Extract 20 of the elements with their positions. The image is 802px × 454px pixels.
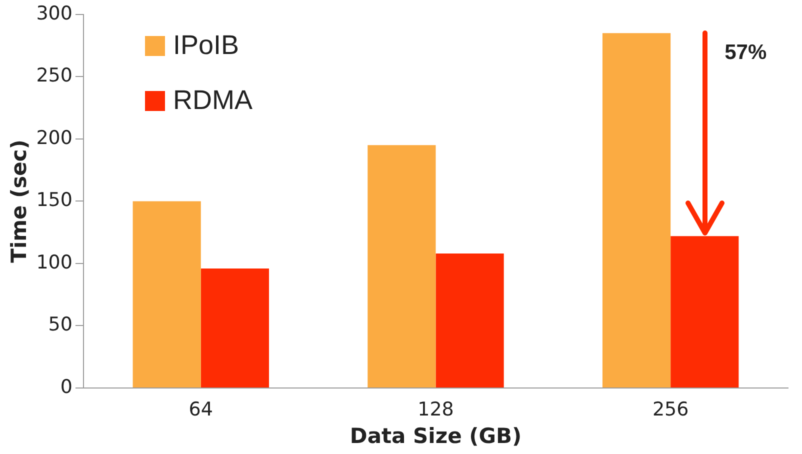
bar (368, 145, 436, 388)
y-tick-label: 300 (36, 2, 72, 24)
y-tick-label: 0 (60, 376, 72, 398)
bar (200, 268, 269, 388)
bar (132, 201, 201, 388)
y-tick-label: 250 (36, 64, 72, 87)
y-tick-label: 150 (36, 189, 72, 212)
bar (602, 33, 671, 388)
legend-label: RDMA (173, 85, 252, 116)
x-axis-title: Data Size (GB) (350, 424, 522, 448)
x-tick-label: 128 (418, 398, 454, 420)
legend-label: IPoIB (173, 30, 240, 61)
x-tick-label: 64 (188, 398, 213, 420)
annotation: 57% (724, 40, 767, 64)
y-tick-label: 200 (36, 126, 72, 149)
x-tick-label: 256 (652, 398, 689, 420)
y-tick-label: 100 (36, 251, 72, 274)
y-axis-title: Time (sec) (7, 140, 32, 263)
y-tick-label: 50 (48, 314, 72, 336)
bar (436, 254, 504, 388)
